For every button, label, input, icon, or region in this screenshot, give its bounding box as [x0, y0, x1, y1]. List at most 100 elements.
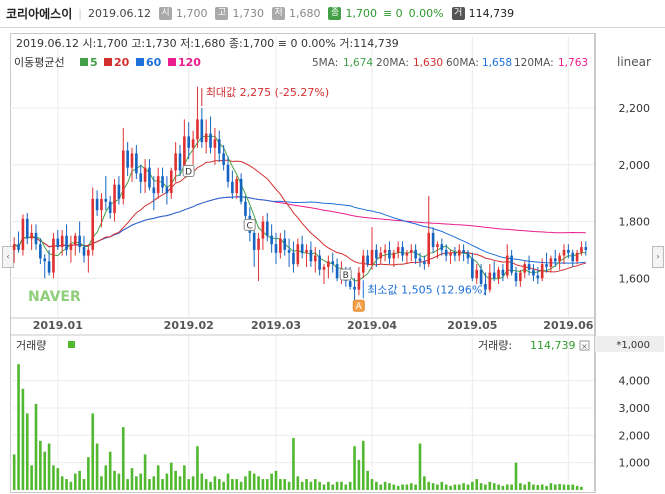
scroll-left-handle[interactable]: ‹ — [2, 246, 14, 268]
volume-bar — [169, 462, 173, 490]
candle-body — [265, 221, 269, 236]
volume-bar — [388, 483, 391, 490]
date-tick-label: 2019.01 — [33, 319, 83, 332]
candle-body — [292, 252, 295, 265]
volume-bar — [222, 481, 225, 490]
candle-body — [165, 187, 169, 194]
candle-body — [143, 167, 147, 182]
volume-bar — [466, 484, 470, 490]
candle-body — [82, 247, 86, 256]
volume-bar — [47, 443, 51, 490]
volume-swatch[interactable] — [68, 341, 75, 348]
candle-body — [52, 238, 55, 273]
candle-body — [78, 235, 81, 248]
date-tick-label: 2019.05 — [447, 319, 497, 332]
candle-body — [575, 252, 579, 262]
volume-right-label: 거래량: — [478, 339, 512, 352]
candlesticks — [12, 86, 588, 306]
volume-bar — [217, 479, 221, 490]
volume-bar — [440, 481, 444, 490]
candle-body — [505, 255, 509, 276]
volume-bar — [436, 484, 439, 490]
candle-body — [239, 178, 243, 202]
ma5-legend[interactable]: 5 — [90, 56, 98, 69]
candle-body — [17, 244, 20, 250]
candle-body — [318, 255, 321, 270]
candle-body — [169, 170, 173, 194]
candle-body — [274, 244, 278, 253]
volume-bar — [571, 484, 575, 490]
date-tick-label: 2019.03 — [251, 319, 301, 332]
volume-bar — [497, 484, 500, 490]
ma120-swatch[interactable] — [168, 58, 176, 66]
ma120-legend[interactable]: 120 — [178, 56, 201, 69]
volume-bar — [414, 484, 417, 490]
volume-bar — [353, 446, 356, 490]
candle-body — [361, 255, 365, 273]
ma60-swatch[interactable] — [136, 58, 144, 66]
stock-name[interactable]: 코리아에스이 — [6, 7, 73, 21]
candle-body — [283, 238, 287, 250]
candle-body — [545, 264, 548, 267]
volume-bar — [453, 484, 457, 490]
volume-bar — [274, 470, 278, 490]
volume-bar — [143, 454, 147, 490]
volume-bar — [484, 484, 487, 490]
ma60-legend[interactable]: 60 — [146, 56, 162, 69]
candle-body — [313, 255, 317, 262]
candle-body — [475, 269, 479, 279]
volume-bar — [204, 479, 208, 490]
event-marker-c — [243, 218, 256, 231]
ma20-swatch[interactable] — [104, 58, 112, 66]
event-marker-label: A — [356, 302, 363, 312]
volume-bar — [152, 476, 156, 490]
volume-bar — [200, 473, 204, 490]
volume-bar — [396, 485, 400, 490]
ma5-swatch[interactable] — [80, 58, 88, 66]
volume-bar — [113, 470, 116, 490]
ma120-value-label: 120MA: — [514, 57, 554, 69]
naver-watermark: NAVER — [28, 289, 81, 305]
volume-bar — [405, 484, 409, 490]
volume-bar — [165, 473, 169, 490]
candle-body — [152, 187, 156, 194]
candle-body — [161, 176, 164, 188]
candle-body — [427, 232, 431, 265]
volume-bar — [492, 483, 496, 490]
open-price: 1,700 — [175, 7, 208, 20]
scale-type-label[interactable]: linear — [617, 55, 651, 69]
scroll-right-handle[interactable]: › — [652, 246, 664, 268]
max-price-label: 최대값 2,275 (-25.27%) — [206, 86, 329, 99]
candle-body — [571, 252, 575, 262]
volume-bar — [580, 486, 583, 490]
candle-body — [252, 232, 256, 250]
volume-bar — [148, 479, 151, 490]
ma60-value-label: 60MA: — [446, 57, 479, 69]
volume-bar — [505, 484, 509, 490]
candle-body — [209, 133, 212, 148]
volume-bar — [244, 476, 247, 490]
volume-bar — [226, 473, 230, 490]
candle-body — [501, 269, 505, 276]
price-tick-label: 1,800 — [619, 216, 651, 229]
ma20-legend[interactable]: 20 — [114, 56, 130, 69]
volume-bar — [383, 481, 387, 490]
event-marker-label: C — [247, 221, 253, 231]
volume-bar — [82, 479, 86, 490]
volume-icon: 거 — [451, 7, 465, 20]
volume-bar — [34, 403, 38, 490]
close-volume-panel-icon[interactable] — [579, 340, 590, 351]
candle-body — [121, 150, 125, 199]
volume-bar — [121, 427, 125, 490]
volume-bar — [540, 484, 544, 490]
candle-body — [200, 119, 204, 143]
candle-body — [392, 252, 396, 259]
volume-tick-label: 3,000 — [619, 402, 651, 415]
candle-body — [100, 198, 103, 211]
volume-bar — [536, 485, 540, 490]
volume-bar — [335, 481, 339, 490]
event-marker-a — [352, 299, 365, 312]
candle-body — [148, 167, 151, 188]
candle-body — [95, 198, 99, 211]
